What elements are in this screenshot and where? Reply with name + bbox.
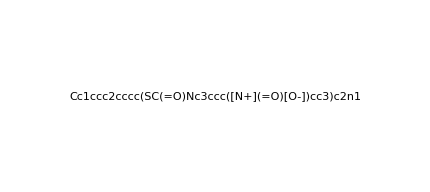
Text: Cc1ccc2cccc(SC(=O)Nc3ccc([N+](=O)[O-])cc3)c2n1: Cc1ccc2cccc(SC(=O)Nc3ccc([N+](=O)[O-])cc… (69, 91, 361, 101)
